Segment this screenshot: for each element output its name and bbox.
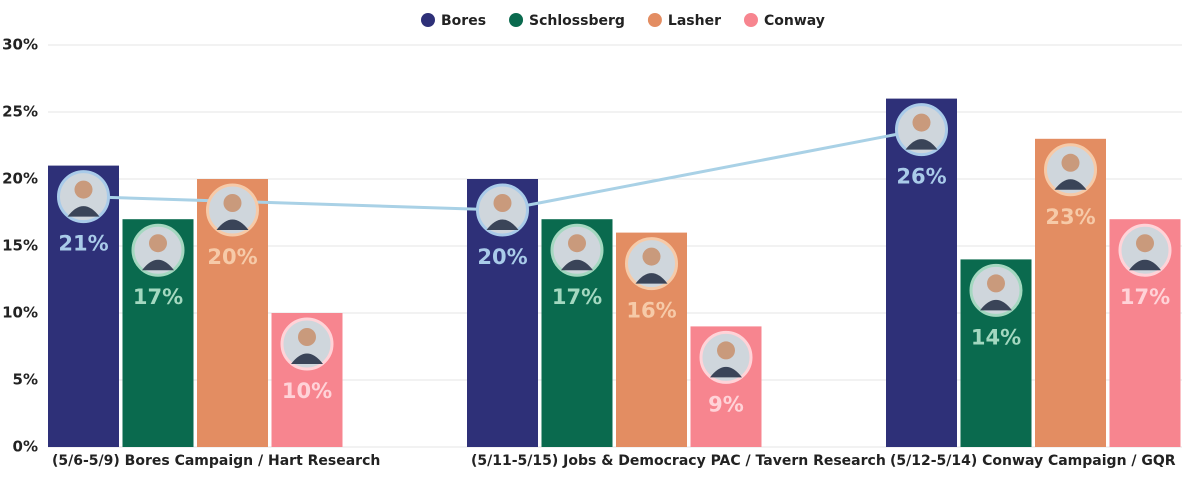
value-label: 10% [282,379,332,403]
legend-label: Schlossberg [529,13,625,29]
x-tick-label: (5/11-5/15) Jobs & Democracy PAC / Taver… [471,453,886,469]
value-label: 17% [1120,285,1170,309]
avatar-body [905,139,938,150]
value-label: 17% [552,285,602,309]
legend-label: Conway [764,13,825,29]
value-label: 23% [1045,205,1095,229]
avatar-head [1136,234,1154,253]
avatar-body [1054,179,1087,190]
avatar-body [142,259,174,271]
legend-swatch [743,13,758,27]
legend-swatch [647,13,662,27]
avatar-head [987,274,1005,293]
value-label: 9% [708,392,744,416]
value-label: 26% [896,165,946,189]
y-tick-label: 10% [2,304,38,322]
y-tick-label: 15% [2,237,38,255]
value-label: 20% [207,245,257,269]
avatar-head [642,247,661,266]
bar [886,98,957,447]
avatar-head [1061,153,1080,172]
avatar-body [635,273,668,284]
y-tick-label: 0% [13,438,38,456]
avatar-body [486,219,519,230]
avatar-head [298,328,316,346]
value-label: 16% [626,299,676,323]
y-tick-label: 5% [13,371,38,389]
avatar-body [216,219,249,230]
avatar-body [1129,259,1161,271]
y-tick-label: 20% [2,170,38,188]
legend-swatch [509,13,524,27]
legend-label: Lasher [668,13,721,29]
avatar-head [568,234,586,253]
avatar-head [717,341,735,360]
value-label: 17% [133,285,183,309]
value-label: 14% [971,325,1021,349]
x-tick-label: (5/12-5/14) Conway Campaign / GQR [890,453,1176,469]
avatar-head [149,234,167,253]
value-label: 20% [477,245,527,269]
y-tick-label: 30% [2,36,38,54]
avatar-body [710,366,742,378]
avatar-head [912,113,931,132]
avatar-body [980,299,1012,311]
avatar-body [67,206,100,217]
avatar-head [223,194,242,212]
legend-label: Bores [441,13,486,29]
avatar-body [291,353,323,364]
x-tick-label: (5/6-5/9) Bores Campaign / Hart Research [52,453,380,469]
value-label: 21% [58,232,108,256]
legend-swatch [421,13,435,27]
avatar-head [493,194,512,212]
y-tick-label: 25% [2,103,38,121]
avatar-body [561,259,593,271]
avatar-head [74,180,93,199]
